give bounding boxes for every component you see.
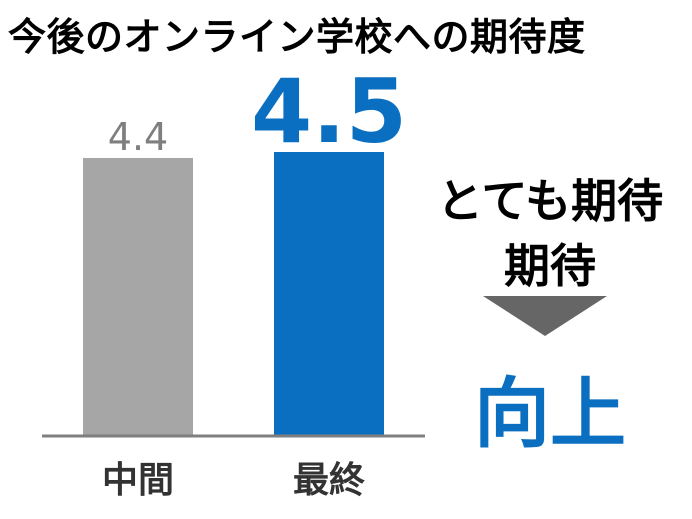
annotation-line-2: 期待 <box>504 239 596 293</box>
bar-1 <box>83 158 193 436</box>
category-label-2: 最終 <box>293 460 365 501</box>
bar-2 <box>274 152 384 436</box>
value-label-1: 4.4 <box>108 115 168 159</box>
down-triangle-icon <box>483 296 607 336</box>
annotation-line-1: とても期待 <box>436 174 664 228</box>
value-label-2: 4.5 <box>251 60 407 163</box>
category-label-1: 中間 <box>102 460 174 501</box>
result-label: 向上 <box>474 369 626 458</box>
chart-title: 今後のオンライン学校への期待度 <box>8 15 586 59</box>
